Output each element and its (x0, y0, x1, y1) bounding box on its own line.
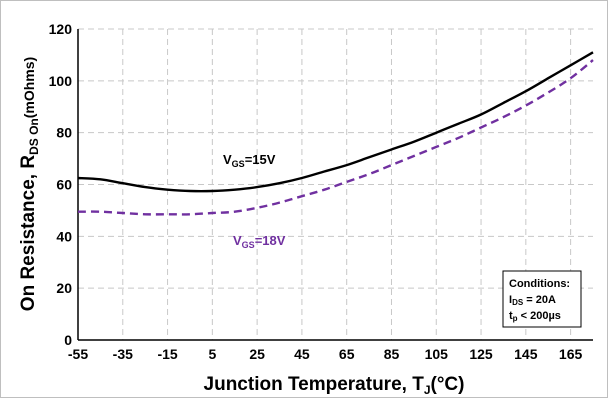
series-line-vgs15 (77, 51, 594, 193)
x-tick-label: 105 (425, 346, 449, 362)
x-tick-label: 65 (339, 346, 355, 362)
y-tick-label: 80 (56, 125, 72, 141)
x-tick-label: 165 (559, 346, 583, 362)
series-label-vgs18: VGS=18V (233, 233, 286, 250)
x-tick-label: 85 (384, 346, 400, 362)
x-tick-label: 125 (469, 346, 493, 362)
x-tick-label: -35 (113, 346, 133, 362)
x-tick-label: -15 (157, 346, 177, 362)
y-tick-labels: 0 20 40 60 80 100 120 (49, 21, 73, 348)
conditions-current: IDS = 20A (509, 294, 556, 307)
series-label-vgs15: VGS=15V (223, 152, 276, 169)
y-axis-title: On Resistance, RDS On(mOhms) (18, 57, 41, 311)
y-tick-label: 100 (49, 73, 73, 89)
x-tick-labels: -55 -35 -15 5 25 45 65 85 105 125 145 165 (68, 346, 583, 362)
conditions-border (502, 270, 582, 328)
y-tick-label: 40 (56, 228, 72, 244)
x-tick-label: 145 (514, 346, 538, 362)
y-tick-label: 0 (64, 332, 72, 348)
conditions-pulse: tp < 200µs (509, 310, 561, 323)
grid (77, 28, 593, 340)
x-tick-label: 25 (249, 346, 265, 362)
y-tick-label: 20 (56, 280, 72, 296)
series-line-vgs18 (77, 59, 594, 216)
x-axis-title: Junction Temperature, TJ(°C) (204, 374, 465, 397)
conditions-box: Conditions: IDS = 20A tp < 200µs (502, 270, 582, 328)
conditions-title: Conditions: (509, 278, 570, 290)
x-tick-label: -55 (68, 346, 88, 362)
series-lines (77, 51, 594, 216)
x-tick-label: 45 (294, 346, 310, 362)
y-tick-label: 120 (49, 21, 73, 37)
axes (77, 29, 593, 341)
x-tick-label: 5 (208, 346, 216, 362)
y-tick-label: 60 (56, 177, 72, 193)
